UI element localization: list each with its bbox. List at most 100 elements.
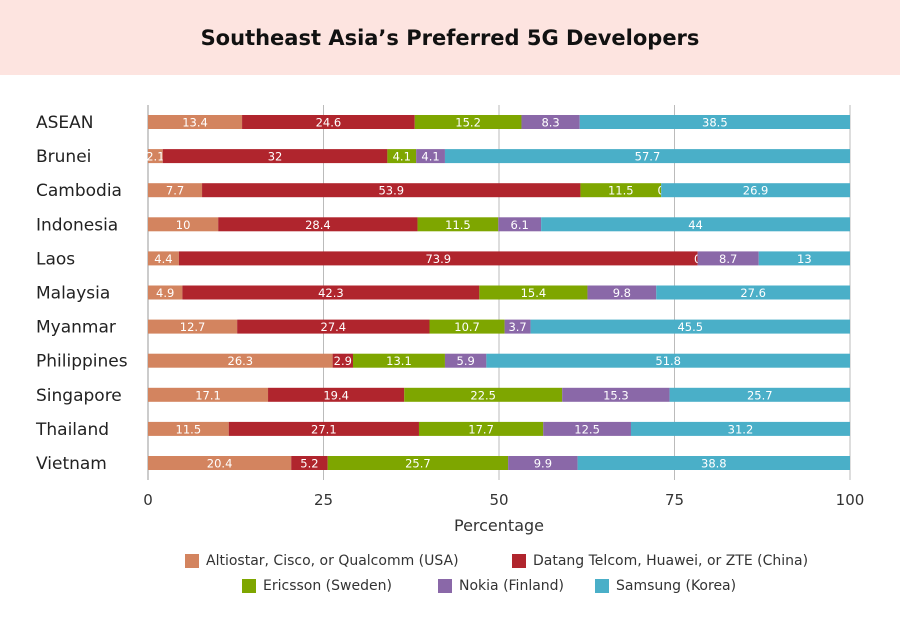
data-label: 38.8 (701, 457, 727, 471)
bar-segment (162, 149, 388, 164)
bar-segment (758, 251, 850, 266)
data-label: 15.2 (455, 116, 481, 130)
data-label: 12.5 (574, 422, 600, 436)
legend-label: Datang Telcom, Huawei, or ZTE (China) (533, 553, 809, 569)
legend-swatch (438, 579, 452, 593)
legend-item: Datang Telcom, Huawei, or ZTE (China) (512, 553, 808, 569)
bar-segment (228, 421, 419, 436)
y-tick-label: Brunei (36, 147, 91, 167)
data-label: 45.5 (677, 320, 703, 334)
legend-item: Samsung (Korea) (595, 578, 736, 594)
data-label: 12.7 (180, 320, 206, 334)
bar-segment (182, 285, 480, 300)
x-tick-label: 0 (143, 491, 153, 509)
data-label: 25.7 (747, 388, 773, 402)
y-tick-label: ASEAN (36, 113, 94, 133)
bar-segment (291, 456, 328, 470)
bar-segment (579, 115, 850, 129)
data-label: 17.7 (468, 422, 494, 436)
data-label: 6.1 (511, 218, 529, 232)
bar-segment (327, 456, 509, 470)
data-label: 8.3 (541, 116, 559, 130)
data-label: 27.1 (311, 422, 337, 436)
data-label: 2.9 (334, 354, 352, 368)
data-label: 27.4 (321, 320, 347, 334)
data-label: 11.5 (176, 422, 202, 436)
bar-segment (630, 421, 850, 436)
bar-segment (498, 217, 542, 232)
y-tick-label: Indonesia (36, 215, 118, 235)
legend-swatch (595, 579, 609, 593)
bar-segment (541, 217, 850, 232)
bar-segment (148, 319, 238, 334)
data-label: 22.5 (470, 388, 496, 402)
title-banner (0, 0, 900, 75)
bar-segment (237, 319, 430, 334)
data-label: 28.4 (305, 218, 331, 232)
data-label: 3.7 (508, 320, 526, 334)
data-label: 44 (688, 218, 703, 232)
bar-segment (521, 115, 580, 129)
bar-segment (504, 319, 531, 334)
data-label: 57.7 (635, 150, 661, 164)
bar-segment (697, 251, 759, 266)
bar-segment (148, 149, 163, 164)
data-label: 5.9 (457, 354, 475, 368)
data-label: 4.1 (393, 150, 411, 164)
data-label: 26.3 (228, 354, 254, 368)
bar-segment (577, 456, 850, 470)
bar-segment (414, 115, 522, 129)
bar-segment (148, 183, 203, 198)
data-label: 11.5 (608, 184, 634, 198)
x-tick-label: 75 (665, 491, 684, 509)
data-label: 2.1 (146, 150, 164, 164)
legend-label: Samsung (Korea) (616, 578, 737, 594)
bar-segment (416, 149, 445, 164)
legend-label: Ericsson (Sweden) (263, 578, 392, 594)
x-tick-label: 50 (489, 491, 508, 509)
bar-segment (656, 285, 850, 300)
data-label: 19.4 (323, 388, 349, 402)
data-label: 27.6 (740, 286, 766, 300)
x-tick-label: 100 (836, 491, 865, 509)
y-tick-label: Philippines (36, 352, 128, 372)
data-label: 4.9 (156, 286, 174, 300)
data-label: 25.7 (405, 457, 431, 471)
bar-segment (530, 319, 850, 334)
data-label: 4.1 (421, 150, 439, 164)
bar-segment (148, 285, 183, 300)
bar-segment (479, 285, 588, 300)
y-tick-label: Malaysia (36, 284, 110, 304)
data-label: 13 (797, 252, 812, 266)
bar-segment (148, 421, 229, 436)
bar-segment (148, 251, 179, 266)
bar-segment (587, 285, 657, 300)
bar-segment (268, 387, 405, 402)
bar-segment (429, 319, 505, 334)
data-label: 26.9 (743, 184, 769, 198)
bar-segment (444, 353, 487, 368)
bar-segment (387, 149, 417, 164)
data-label: 38.5 (702, 116, 728, 130)
bar-segment (418, 421, 544, 436)
data-label: 73.9 (425, 252, 451, 266)
data-label: 42.3 (318, 286, 344, 300)
bar-segment (202, 183, 581, 198)
data-label: 32 (268, 150, 283, 164)
legend-item: Altiostar, Cisco, or Qualcomm (USA) (185, 553, 459, 569)
data-label: 11.5 (445, 218, 471, 232)
bar-segment (148, 456, 292, 470)
legend-swatch (185, 554, 199, 568)
legend-item: Nokia (Finland) (438, 578, 564, 594)
bar-segment (417, 217, 499, 232)
bar-segment (562, 387, 670, 402)
bar-segment (580, 183, 662, 198)
bar-segment (352, 353, 445, 368)
bar-segment (543, 421, 631, 436)
legend-swatch (512, 554, 526, 568)
bar-segment (444, 149, 850, 164)
data-label: 10.7 (454, 320, 480, 334)
data-label: 5.2 (300, 457, 318, 471)
bar-segment (242, 115, 415, 129)
